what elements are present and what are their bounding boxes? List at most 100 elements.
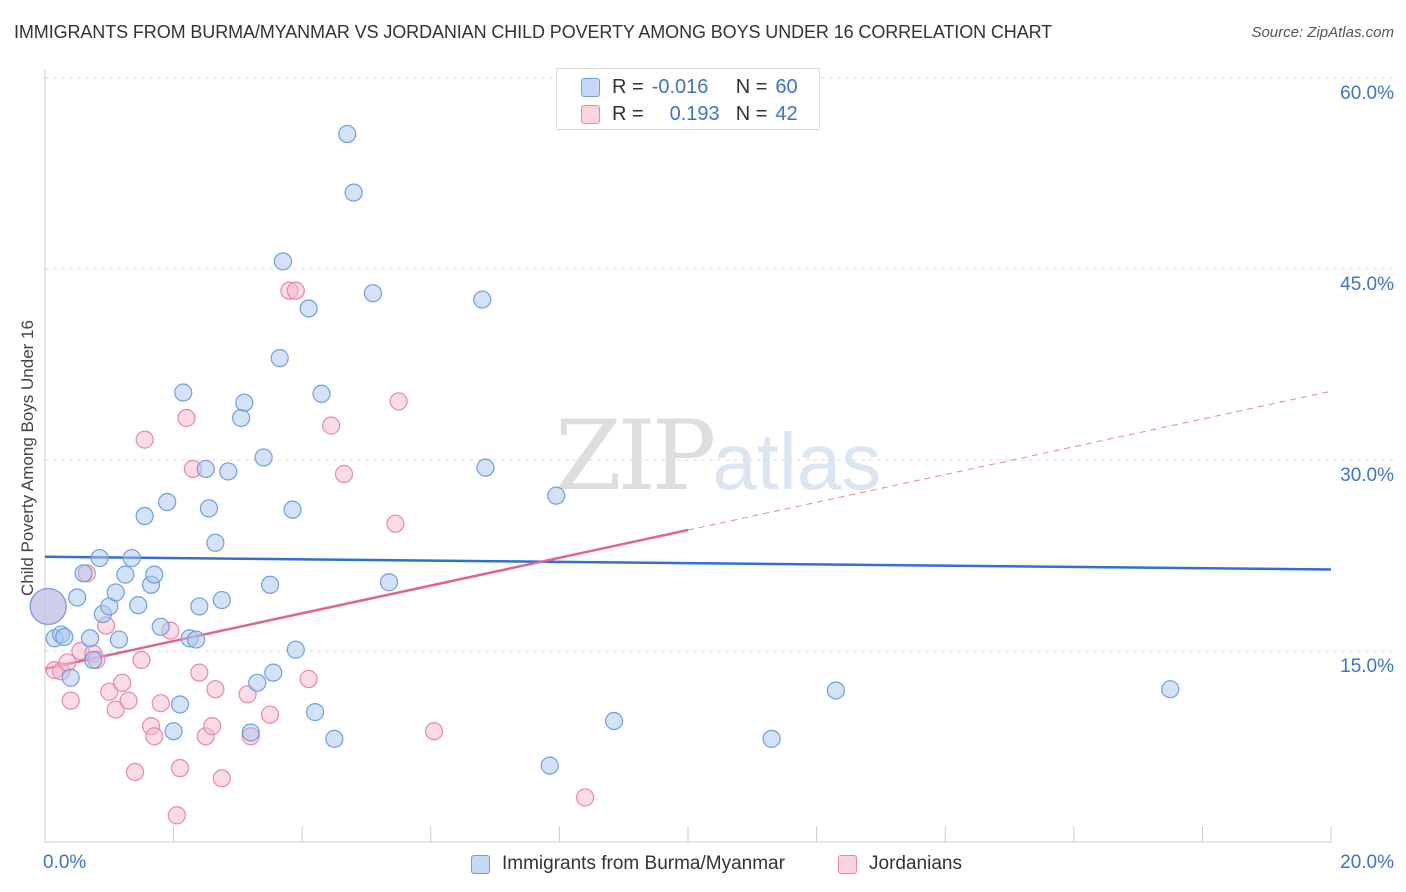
source-label: Source: ZipAtlas.com bbox=[1251, 24, 1394, 41]
burma-point bbox=[61, 668, 80, 687]
burma-point bbox=[29, 587, 67, 626]
burma-point bbox=[379, 573, 399, 592]
burma-point bbox=[363, 284, 383, 303]
burma-point bbox=[270, 349, 289, 368]
burma-point bbox=[344, 183, 363, 202]
y-tick-label: 15.0% bbox=[1340, 656, 1394, 677]
y-tick-label: 30.0% bbox=[1340, 465, 1394, 486]
trend-lines bbox=[44, 390, 1332, 671]
burma-point bbox=[283, 500, 302, 519]
chart-title: IMMIGRANTS FROM BURMA/MYANMAR VS JORDANI… bbox=[14, 22, 1053, 42]
correlation-stats-legend: R = -0.016 N = 60 R = 0.193 N = 42 bbox=[556, 68, 820, 130]
burma-trend-line bbox=[44, 555, 1332, 571]
burma-point bbox=[84, 650, 103, 670]
burma-point bbox=[547, 486, 566, 505]
burma-point bbox=[206, 533, 225, 552]
jordanians-legend-label: Jordanians bbox=[869, 853, 962, 874]
legend-item-burma: Immigrants from Burma/Myanmar bbox=[471, 850, 785, 878]
jordanians-point bbox=[113, 673, 132, 692]
r-value: 0.193 bbox=[669, 102, 720, 125]
jordanians-point bbox=[100, 682, 119, 701]
jordanians-point bbox=[119, 691, 138, 710]
jordanians-point bbox=[177, 408, 196, 428]
burma-point bbox=[604, 711, 624, 731]
y-tick-label: 45.0% bbox=[1340, 274, 1394, 295]
burma-point bbox=[248, 673, 267, 692]
burma-legend-swatch bbox=[471, 854, 490, 874]
x-tick-label-max: 20.0% bbox=[1340, 852, 1394, 873]
burma-point bbox=[338, 124, 357, 144]
stats-row-jordanians: R = 0.193 N = 42 bbox=[581, 102, 798, 126]
burma-point bbox=[164, 722, 183, 741]
grid-lines bbox=[45, 77, 1393, 652]
burma-point bbox=[305, 703, 325, 722]
burma-point bbox=[1161, 680, 1180, 699]
burma-point bbox=[55, 627, 74, 647]
r-value: -0.016 bbox=[651, 75, 709, 98]
jordanians-point bbox=[322, 416, 341, 435]
jordanians-point bbox=[424, 722, 444, 741]
jordanians-point bbox=[167, 806, 186, 825]
jordanians-point bbox=[135, 430, 154, 449]
burma-point bbox=[235, 393, 254, 412]
jordanians-trend-line-extrapolated bbox=[687, 390, 1332, 531]
jordanians-point bbox=[203, 717, 222, 736]
jordanians-point bbox=[106, 700, 125, 719]
jordanians-point bbox=[576, 788, 595, 807]
y-tick-label: 60.0% bbox=[1340, 83, 1394, 104]
burma-point bbox=[174, 383, 193, 402]
burma-point bbox=[145, 565, 164, 584]
burma-point bbox=[232, 408, 251, 428]
jordanians-point bbox=[151, 694, 170, 713]
burma-point bbox=[264, 663, 283, 682]
burma-point bbox=[325, 729, 344, 748]
burma-point bbox=[106, 583, 125, 602]
burma-point bbox=[68, 588, 87, 607]
jordanians-legend-swatch bbox=[838, 854, 857, 874]
burma-point bbox=[122, 548, 141, 568]
burma-point bbox=[187, 630, 206, 649]
burma-point bbox=[129, 596, 148, 615]
jordanians-point bbox=[61, 691, 80, 710]
jordanians-point bbox=[206, 680, 225, 699]
burma-point bbox=[80, 629, 100, 648]
jordanians-point bbox=[334, 464, 354, 484]
burma-point bbox=[158, 492, 177, 512]
jordanians-swatch bbox=[581, 104, 600, 124]
burma-point bbox=[762, 729, 781, 748]
data-points bbox=[29, 124, 1180, 825]
r-label: R = bbox=[612, 102, 644, 125]
burma-point bbox=[196, 459, 215, 479]
burma-point bbox=[90, 548, 109, 568]
jordanians-point bbox=[299, 669, 318, 689]
jordanians-point bbox=[190, 663, 209, 682]
jordanians-trend-line bbox=[44, 528, 689, 671]
jordanians-point bbox=[389, 392, 408, 411]
jordanians-point bbox=[286, 281, 305, 300]
burma-point bbox=[212, 590, 231, 610]
jordanians-point bbox=[212, 769, 231, 788]
burma-point bbox=[190, 597, 209, 616]
burma-point bbox=[219, 462, 238, 481]
n-label: N = bbox=[735, 102, 768, 125]
n-value: 60 bbox=[775, 75, 798, 98]
n-value: 42 bbox=[775, 102, 798, 125]
n-label: N = bbox=[735, 75, 768, 98]
burma-point bbox=[74, 564, 93, 583]
burma-point bbox=[286, 640, 305, 659]
burma-point bbox=[473, 290, 492, 309]
burma-point bbox=[151, 617, 170, 636]
burma-point bbox=[135, 506, 154, 526]
jordanians-point bbox=[170, 759, 190, 778]
burma-point bbox=[260, 575, 280, 594]
burma-point bbox=[109, 630, 129, 649]
burma-point bbox=[241, 723, 260, 742]
axes bbox=[44, 70, 1332, 843]
burma-point bbox=[170, 695, 190, 714]
burma-point bbox=[299, 299, 318, 318]
jordanians-point bbox=[145, 727, 164, 746]
jordanians-point bbox=[125, 762, 145, 782]
r-label: R = bbox=[612, 75, 644, 98]
legend-item-jordanians: Jordanians bbox=[838, 850, 962, 878]
